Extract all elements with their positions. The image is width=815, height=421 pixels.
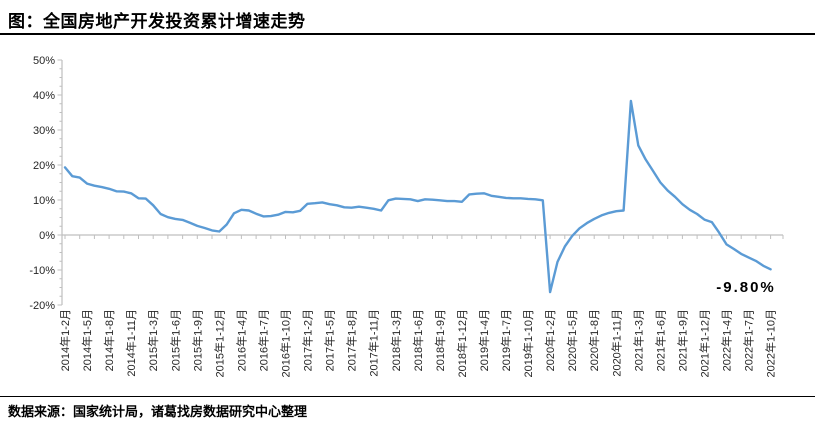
- y-axis-label: 0%: [39, 230, 55, 242]
- x-axis-label: 2021年1-9月: [675, 309, 689, 371]
- x-axis-label: 2022年1-10月: [764, 309, 778, 378]
- x-axis-label: 2017年1-11月: [367, 309, 381, 377]
- x-axis-label: 2020年1-11月: [609, 309, 623, 377]
- x-axis-label: 2018年1-3月: [389, 309, 403, 371]
- x-axis-label: 2016年1-10月: [279, 309, 293, 378]
- y-axis-label: 20%: [33, 160, 55, 172]
- x-axis-label: 2020年1-8月: [587, 309, 601, 371]
- x-axis-label: 2017年1-8月: [345, 309, 359, 371]
- last-value-annotation: -9.80%: [716, 279, 776, 296]
- x-axis-label: 2017年1-2月: [301, 309, 315, 371]
- x-axis-label: 2015年1-3月: [146, 309, 160, 371]
- x-axis-label: 2014年1-8月: [102, 309, 116, 371]
- x-axis-label: 2020年1-2月: [543, 309, 557, 371]
- x-axis-label: 2016年1-4月: [234, 309, 248, 371]
- x-axis-label: 2014年1-2月: [58, 309, 72, 371]
- x-axis-label: 2017年1-5月: [323, 309, 337, 371]
- x-axis-label: 2022年1-7月: [742, 309, 756, 371]
- y-axis-label: -20%: [29, 300, 55, 312]
- x-axis-label: 2014年1-11月: [124, 309, 138, 377]
- y-axis-label: 50%: [33, 55, 55, 67]
- x-axis-label: 2015年1-9月: [190, 309, 204, 371]
- title-divider: [0, 33, 815, 35]
- x-axis-label: 2020年1-5月: [565, 309, 579, 371]
- x-axis-label: 2021年1-6月: [653, 309, 667, 371]
- x-axis-label: 2015年1-6月: [168, 309, 182, 371]
- x-axis-label: 2022年1-4月: [720, 309, 734, 371]
- data-source: 数据来源：国家统计局，诸葛找房数据研究中心整理: [8, 404, 308, 419]
- x-axis-label: 2021年1-12月: [697, 309, 711, 378]
- x-axis-label: 2019年1-10月: [521, 309, 535, 378]
- x-axis-label: 2018年1-12月: [455, 309, 469, 378]
- y-axis-label: 30%: [33, 125, 55, 137]
- x-axis-label: 2021年1-3月: [631, 309, 645, 371]
- page-title: 图：全国房地产开发投资累计增速走势: [8, 12, 306, 31]
- x-axis-label: 2016年1-7月: [256, 309, 270, 371]
- x-axis-label: 2015年1-12月: [212, 309, 226, 378]
- x-axis-label: 2018年1-9月: [433, 309, 447, 371]
- series-line: [63, 99, 772, 294]
- footer-divider: [0, 396, 815, 397]
- y-axis-label: -10%: [29, 265, 55, 277]
- x-axis-label: 2019年1-4月: [477, 309, 491, 371]
- x-axis-label: 2014年1-5月: [80, 309, 94, 371]
- x-axis-label: 2019年1-7月: [499, 309, 513, 371]
- y-axis-label: 40%: [33, 90, 55, 102]
- x-axis-label: 2018年1-6月: [411, 309, 425, 371]
- y-axis-label: 10%: [33, 195, 55, 207]
